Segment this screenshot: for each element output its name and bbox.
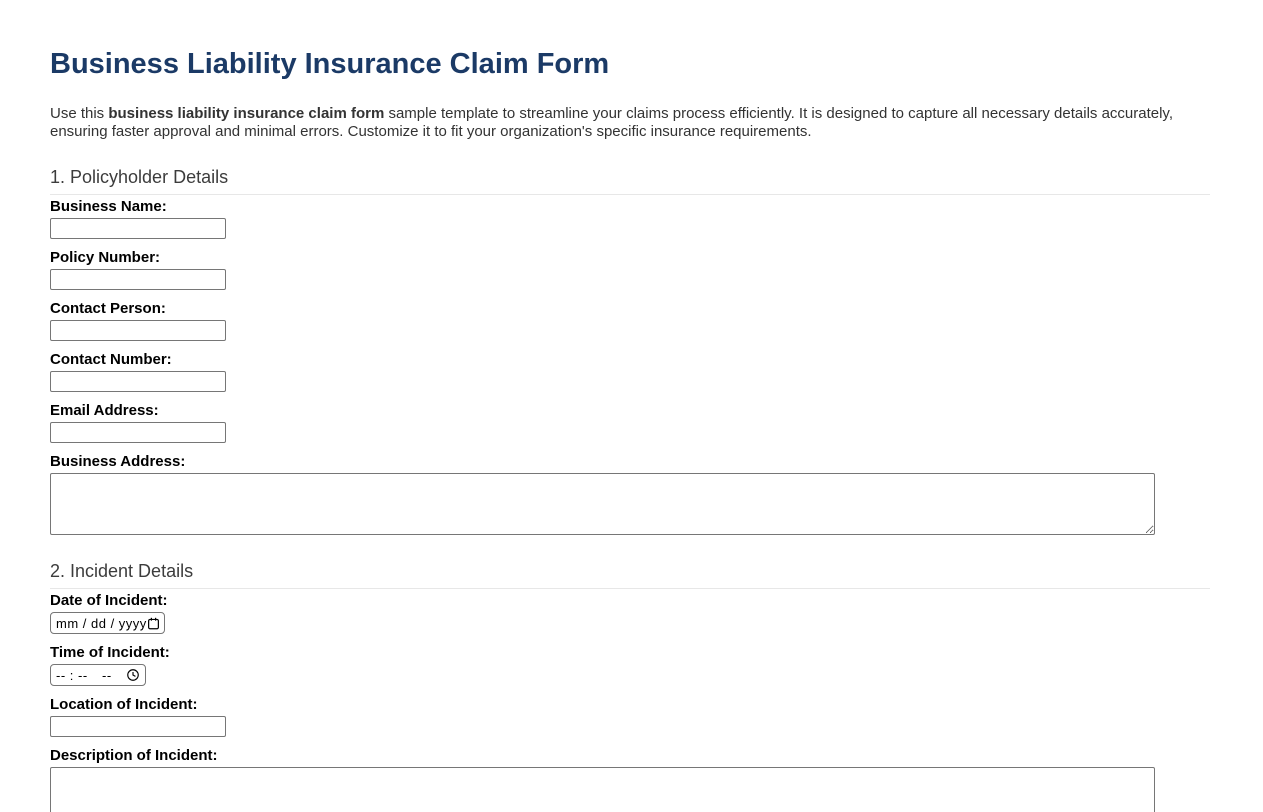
business-address-textarea[interactable] — [50, 473, 1155, 535]
calendar-icon[interactable] — [147, 617, 160, 630]
business-name-input[interactable] — [50, 218, 226, 239]
field-policy-number: Policy Number: — [50, 249, 1210, 290]
email-address-input[interactable] — [50, 422, 226, 443]
time-of-incident-input[interactable]: -- : -- -- — [50, 664, 146, 686]
section-heading-incident-details: 2. Incident Details — [50, 562, 1210, 589]
intro-bold-keyword: business liability insurance claim form — [108, 105, 385, 122]
business-address-label: Business Address: — [50, 453, 186, 470]
location-of-incident-input[interactable] — [50, 716, 226, 737]
time-of-incident-label: Time of Incident: — [50, 644, 170, 661]
field-business-address: Business Address: — [50, 453, 1210, 535]
contact-person-label: Contact Person: — [50, 300, 166, 317]
contact-number-input[interactable] — [50, 371, 226, 392]
claim-form-page: Business Liability Insurance Claim Form … — [0, 50, 1263, 812]
date-placeholder: mm / dd / yyyy — [56, 615, 147, 631]
description-of-incident-label: Description of Incident: — [50, 747, 218, 764]
date-of-incident-input[interactable]: mm / dd / yyyy — [50, 612, 165, 634]
time-meridiem-placeholder: -- — [101, 667, 112, 683]
location-of-incident-label: Location of Incident: — [50, 696, 198, 713]
field-contact-person: Contact Person: — [50, 300, 1210, 341]
business-name-label: Business Name: — [50, 198, 167, 215]
contact-number-label: Contact Number: — [50, 351, 172, 368]
description-of-incident-textarea[interactable] — [50, 767, 1155, 812]
time-placeholder: -- : -- — [56, 667, 88, 683]
policy-number-label: Policy Number: — [50, 249, 161, 266]
field-location-of-incident: Location of Incident: — [50, 696, 1210, 737]
intro-post: sample template to streamline your claim… — [50, 105, 1173, 140]
policy-number-input[interactable] — [50, 269, 226, 290]
field-email-address: Email Address: — [50, 402, 1210, 443]
intro-text: Use this business liability insurance cl… — [50, 105, 1210, 141]
field-description-of-incident: Description of Incident: — [50, 747, 1210, 812]
field-business-name: Business Name: — [50, 198, 1210, 239]
intro-pre: Use this — [50, 105, 109, 122]
claim-form: 1. Policyholder Details Business Name: P… — [50, 168, 1210, 812]
page-title: Business Liability Insurance Claim Form — [50, 48, 610, 80]
field-contact-number: Contact Number: — [50, 351, 1210, 392]
date-of-incident-label: Date of Incident: — [50, 592, 168, 609]
field-date-of-incident: Date of Incident: mm / dd / yyyy — [50, 592, 1210, 634]
field-time-of-incident: Time of Incident: -- : -- -- — [50, 644, 1210, 686]
clock-icon[interactable] — [126, 668, 140, 682]
email-address-label: Email Address: — [50, 402, 159, 419]
section-heading-policyholder-details: 1. Policyholder Details — [50, 168, 1210, 195]
contact-person-input[interactable] — [50, 320, 226, 341]
